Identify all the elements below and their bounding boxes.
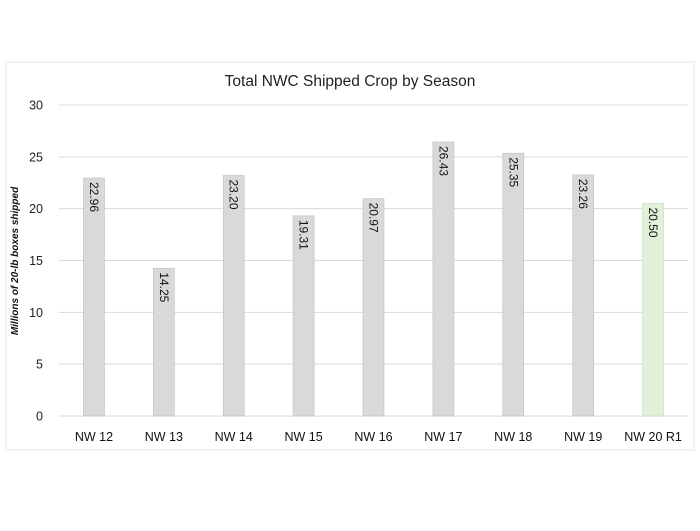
- y-tick-label: 0: [36, 410, 43, 424]
- bar: [432, 141, 455, 417]
- x-axis-labels: NW 12 NW 13 NW 14 NW 15 NW 16 NW 17 NW 18 NW 19…: [75, 430, 682, 444]
- data-label: 20.50: [646, 207, 660, 237]
- x-tick-label: NW 16: [354, 430, 392, 444]
- y-tick-label: 25: [29, 150, 43, 164]
- bar: [222, 175, 245, 417]
- y-axis-ticks: 0 5 10 15 20 25 30: [29, 99, 43, 424]
- y-axis-label: Millions of 20-lb boxes shipped: [10, 186, 21, 335]
- bar: [83, 177, 105, 417]
- y-tick-label: 15: [29, 254, 43, 268]
- data-label: 14.25: [157, 272, 171, 302]
- data-label: 22.96: [87, 182, 101, 212]
- x-tick-label: NW 13: [145, 430, 183, 444]
- x-tick-label: NW 14: [215, 430, 253, 444]
- x-tick-label: NW 19: [564, 430, 602, 444]
- data-label: 25.35: [506, 157, 520, 187]
- data-label: 20.97: [367, 203, 381, 233]
- x-tick-label: NW 15: [285, 430, 323, 444]
- y-tick-label: 10: [29, 306, 43, 320]
- data-label: 19.31: [297, 220, 311, 250]
- data-label: 23.26: [576, 179, 590, 209]
- data-labels: 22.96 14.25 23.20 19.31 20.97 26.43 25.35 23.26…: [87, 146, 660, 303]
- y-tick-label: 30: [29, 99, 43, 113]
- bar: [362, 198, 385, 417]
- x-tick-label: NW 20 R1: [624, 430, 682, 444]
- bar: [642, 203, 664, 417]
- bar: [572, 174, 594, 417]
- data-label: 23.20: [227, 179, 241, 209]
- bar: [153, 267, 175, 417]
- y-tick-label: 20: [29, 202, 43, 216]
- x-tick-label: NW 17: [424, 430, 462, 444]
- x-tick-label: NW 12: [75, 430, 113, 444]
- x-tick-label: NW 18: [494, 430, 532, 444]
- bar: [502, 152, 525, 417]
- bar: [292, 215, 315, 417]
- bars: [83, 141, 664, 417]
- y-tick-label: 5: [36, 358, 43, 372]
- data-label: 26.43: [436, 146, 450, 176]
- chart-title: Total NWC Shipped Crop by Season: [225, 73, 476, 90]
